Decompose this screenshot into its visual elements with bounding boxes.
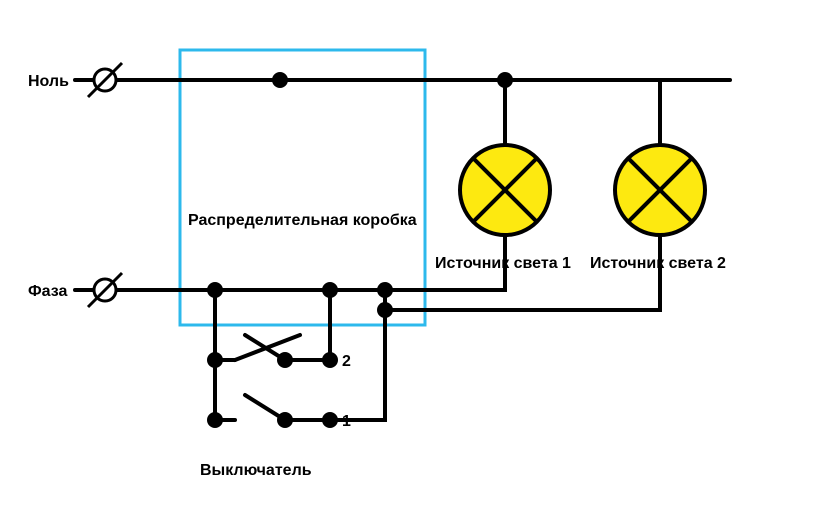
label-switch: Выключатель — [200, 462, 312, 479]
label-junction-box: Распределительная коробка — [188, 212, 417, 229]
label-neutral: Ноль — [28, 73, 69, 90]
node-switch-feed — [207, 282, 223, 298]
label-contact-1: 1 — [342, 413, 351, 430]
node-neutral-lamp1 — [497, 72, 513, 88]
label-lamp2: Источник света 2 — [590, 255, 726, 272]
label-contact-2: 2 — [342, 353, 351, 370]
node-neutral-box — [272, 72, 288, 88]
node-sw-common-top — [207, 352, 223, 368]
label-phase: Фаза — [28, 283, 67, 300]
node-sw-common-bot — [207, 412, 223, 428]
label-lamp1: Источник света 1 — [435, 255, 571, 272]
